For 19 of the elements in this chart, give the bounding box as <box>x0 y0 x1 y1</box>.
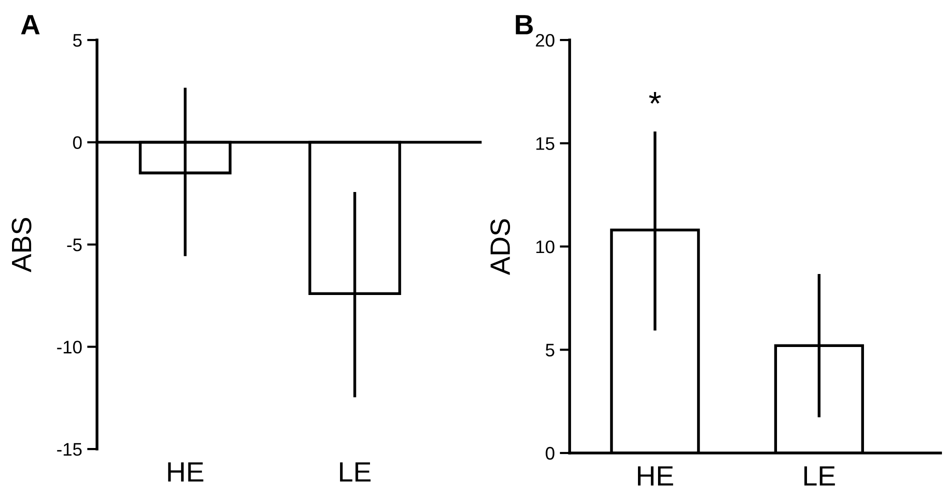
y-tick-label: 15 <box>536 137 554 150</box>
chart-title: A <box>21 15 40 34</box>
x-tick-label: HE <box>638 466 674 486</box>
y-tick-label: -5 <box>67 238 82 252</box>
y-tick-label: -15 <box>57 443 82 456</box>
y-tick-label: 5 <box>546 344 554 356</box>
y-tick-label: -10 <box>57 340 82 354</box>
annotation: * <box>649 92 661 104</box>
y-tick-label: 0 <box>546 446 554 460</box>
y-tick-label: 0 <box>73 136 82 149</box>
y-tick-label: 5 <box>73 34 82 47</box>
y-axis-title: ADS <box>490 219 510 276</box>
x-tick-label: LE <box>340 462 371 482</box>
y-tick-label: 20 <box>536 34 554 47</box>
y-axis-title: ABS <box>12 218 32 272</box>
x-tick-label: HE <box>168 462 204 482</box>
y-tick-label: 10 <box>536 240 554 254</box>
x-tick-label: LE <box>804 466 835 486</box>
chart-title: B <box>516 15 533 34</box>
